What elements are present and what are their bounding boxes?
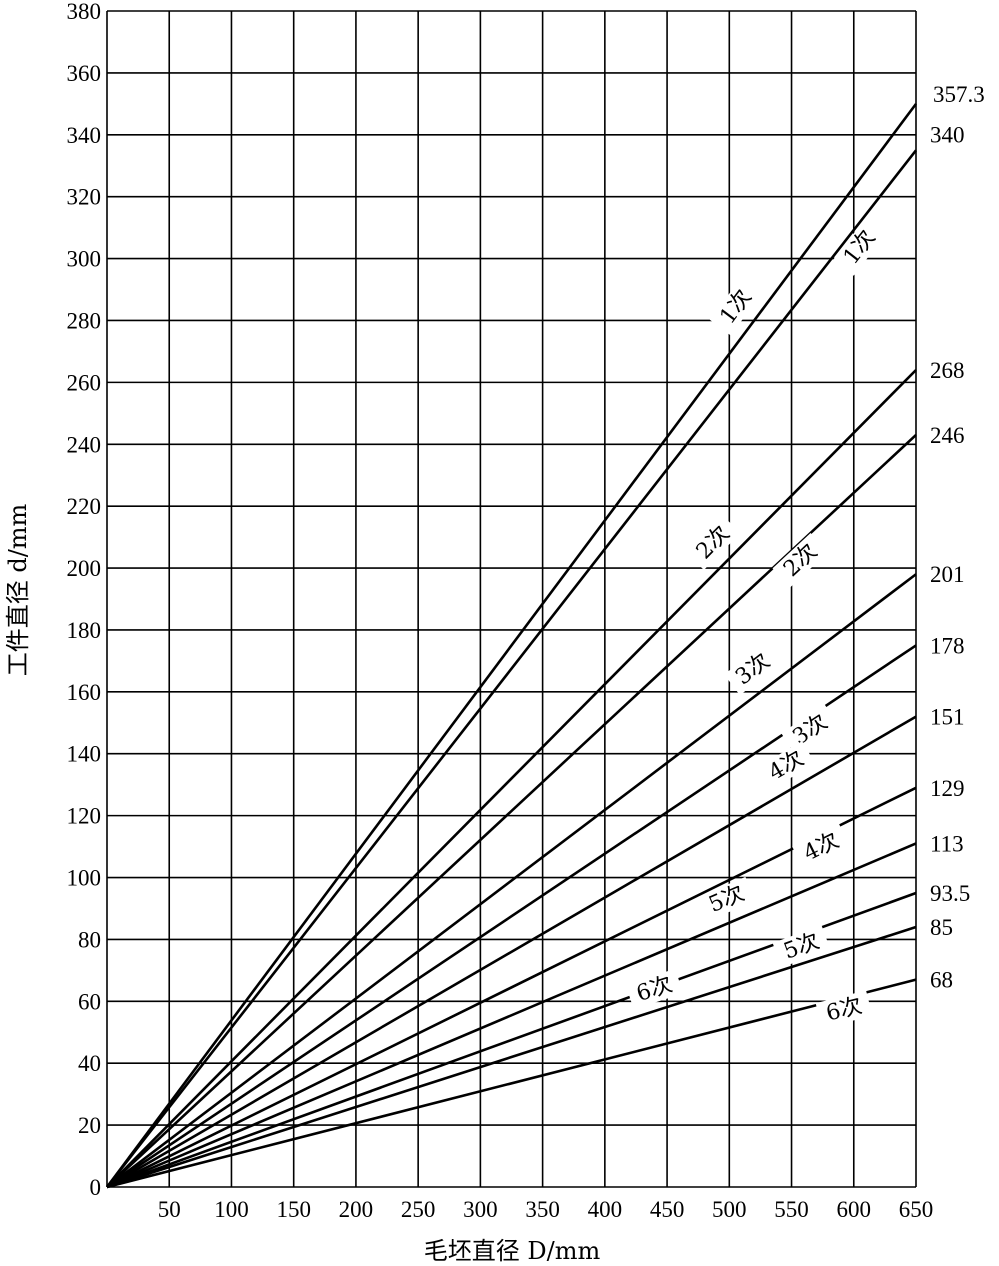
x-tick-label: 150 <box>276 1197 311 1222</box>
x-tick-label: 200 <box>339 1197 374 1222</box>
y-tick-label: 380 <box>67 0 102 24</box>
series-lines <box>105 103 918 1189</box>
y-tick-label: 280 <box>67 308 102 333</box>
series-line <box>106 573 917 1189</box>
series-end-label: 246 <box>930 423 965 448</box>
series-end-label: 68 <box>930 968 953 993</box>
series-line <box>106 434 917 1188</box>
y-tick-label: 140 <box>67 742 102 767</box>
y-tick-label: 220 <box>67 494 102 519</box>
tick-labels: 50 100 150 200 250 300 350 400 450 500 550 600 650 0 2… <box>67 0 934 1222</box>
series-line <box>106 925 917 1189</box>
y-tick-label: 360 <box>67 61 102 86</box>
y-tick-label: 200 <box>67 556 102 581</box>
series-line <box>106 644 917 1189</box>
series-line <box>106 786 917 1189</box>
y-tick-label: 0 <box>90 1175 102 1200</box>
y-tick-label: 320 <box>67 185 102 210</box>
y-tick-label: 40 <box>78 1051 101 1076</box>
series-line <box>105 149 918 1188</box>
y-tick-label: 80 <box>78 927 101 952</box>
series-end-label: 151 <box>930 705 965 730</box>
x-tick-label: 50 <box>158 1197 181 1222</box>
y-tick-label: 100 <box>67 866 102 891</box>
series-end-label: 268 <box>930 358 965 383</box>
x-tick-label: 650 <box>899 1197 934 1222</box>
series-end-label: 178 <box>930 633 965 658</box>
y-tick-label: 20 <box>78 1113 101 1138</box>
x-tick-label: 400 <box>588 1197 623 1222</box>
series-end-label: 113 <box>930 831 964 856</box>
y-tick-label: 240 <box>67 432 102 457</box>
series-end-label: 201 <box>930 562 965 587</box>
y-tick-label: 120 <box>67 804 102 829</box>
y-tick-label: 300 <box>67 247 102 272</box>
series-pass-label: 6次 <box>824 993 865 1026</box>
series-end-label: 357.3 <box>933 82 985 107</box>
x-tick-label: 500 <box>712 1197 747 1222</box>
x-tick-label: 100 <box>214 1197 249 1222</box>
grid <box>106 10 917 1188</box>
y-tick-label: 180 <box>67 618 102 643</box>
series-end-label: 85 <box>930 915 953 940</box>
x-tick-label: 250 <box>401 1197 436 1222</box>
x-tick-label: 600 <box>837 1197 872 1222</box>
x-tick-label: 300 <box>463 1197 498 1222</box>
x-tick-label: 550 <box>774 1197 809 1222</box>
x-tick-label: 350 <box>525 1197 560 1222</box>
series-end-label: 340 <box>930 122 965 147</box>
series-line <box>106 715 917 1189</box>
series-end-label: 93.5 <box>930 881 970 906</box>
series-end-label: 129 <box>930 776 965 801</box>
y-tick-label: 260 <box>67 370 102 395</box>
y-axis-title: 工件直径 d/mm <box>4 503 32 676</box>
x-tick-label: 450 <box>650 1197 685 1222</box>
series-line <box>106 842 917 1189</box>
y-tick-label: 160 <box>67 680 102 705</box>
series-line <box>105 103 918 1188</box>
y-tick-label: 60 <box>78 989 101 1014</box>
y-tick-label: 340 <box>67 123 102 148</box>
series-line <box>106 978 917 1189</box>
series-line <box>106 369 917 1188</box>
x-axis-title: 毛坯直径 D/mm <box>424 1237 601 1265</box>
